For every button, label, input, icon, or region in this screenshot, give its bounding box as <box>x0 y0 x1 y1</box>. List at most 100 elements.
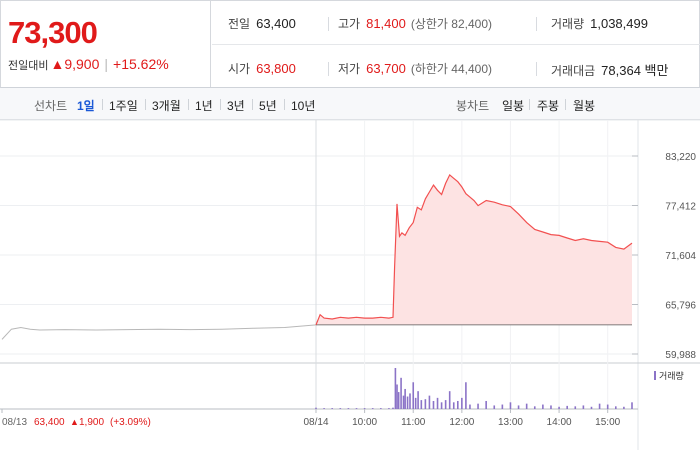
stat-divider <box>536 17 537 31</box>
x-tick-label: 10:00 <box>352 417 377 428</box>
stat-divider <box>328 17 329 31</box>
tab-divider <box>145 99 146 110</box>
volume-bar <box>461 397 463 409</box>
stat-high: 고가 81,400 (상한가 82,400) <box>338 15 492 32</box>
volume-legend-swatch <box>654 371 656 380</box>
volume-bar <box>347 408 350 409</box>
stat-open: 시가 63,800 <box>228 60 296 77</box>
volume-bar <box>412 382 415 409</box>
stats-grid: 전일 63,400 고가 81,400 (상한가 82,400) 거래량 1,038,4… <box>212 1 700 87</box>
stat-label: 거래대금 <box>551 64 596 78</box>
volume-bar <box>631 402 633 409</box>
volume-bar <box>428 395 431 409</box>
volume-bar <box>331 408 334 409</box>
volume-bar <box>414 397 417 409</box>
prev-day-info: 08/13 63,400 ▲ 1,900 (+3.09%) <box>2 417 151 428</box>
stat-label: 전일 <box>228 17 251 31</box>
tab-monthly-candle[interactable]: 월봉 <box>573 99 596 113</box>
stat-divider <box>328 62 329 76</box>
volume-bar <box>590 406 593 409</box>
tab-1y[interactable]: 1년 <box>195 99 213 113</box>
volume-bar <box>339 408 342 409</box>
change-divider: | <box>104 56 109 72</box>
volume-bar <box>477 403 479 409</box>
tab-daily-candle[interactable]: 일봉 <box>502 99 525 113</box>
upper-limit: (상한가 82,400) <box>410 17 493 31</box>
volume-bar <box>371 408 374 409</box>
volume-bar <box>485 400 487 409</box>
volume-bar <box>582 405 585 409</box>
tab-divider <box>565 99 566 110</box>
volume-bar <box>323 408 325 409</box>
volume-legend-label: 거래량 <box>659 370 684 381</box>
change-label: 전일대비 <box>8 60 49 72</box>
tab-1d[interactable]: 1일 <box>77 99 95 113</box>
stat-value: 81,400 <box>366 16 406 31</box>
tab-3m[interactable]: 3개월 <box>152 99 181 113</box>
volume-bar <box>363 408 366 409</box>
stat-divider <box>536 62 537 76</box>
tab-divider <box>188 99 189 110</box>
volume-bar <box>409 393 411 409</box>
tab-1w[interactable]: 1주일 <box>109 99 138 113</box>
volume-bar <box>614 406 617 409</box>
x-tick-label: 13:00 <box>498 417 523 428</box>
volume-bar <box>465 382 467 409</box>
tab-5y[interactable]: 5년 <box>259 99 277 113</box>
volume-bar <box>420 400 423 409</box>
volume-bar <box>315 407 317 409</box>
x-tick-label: 12:00 <box>449 417 474 428</box>
volume-bar <box>452 402 455 409</box>
stat-value: 78,364 백만 <box>601 63 669 78</box>
stat-value: 1,038,499 <box>590 16 648 31</box>
tab-divider <box>102 99 103 110</box>
prev-day-up-arrow-icon: ▲ <box>70 417 79 427</box>
volume-bar <box>402 395 405 409</box>
stat-volume: 거래량 1,038,499 <box>551 15 648 32</box>
tab-10y[interactable]: 10년 <box>291 99 316 113</box>
y-tick-label: 83,220 <box>665 152 696 163</box>
volume-bar <box>436 397 439 409</box>
stat-label: 거래량 <box>551 17 585 31</box>
volume-bar <box>469 404 471 409</box>
y-axis-ticks: 83,220 77,412 71,604 65,796 59,988 <box>665 152 696 361</box>
stat-value: 63,700 <box>366 61 406 76</box>
volume-bar <box>533 406 536 409</box>
volume-bar <box>417 391 419 409</box>
prev-day-change-percent: (+3.09%) <box>110 417 151 428</box>
prev-day-close: 63,400 <box>34 417 65 428</box>
tab-3y[interactable]: 3년 <box>227 99 245 113</box>
volume-bar <box>456 400 459 409</box>
volume-bar <box>509 402 512 409</box>
up-arrow-icon: ▲ <box>50 56 65 72</box>
stat-label: 고가 <box>338 17 361 31</box>
volume-bar <box>388 408 390 409</box>
today-price-area <box>316 174 632 325</box>
volume-bar <box>397 392 400 409</box>
volume-bar <box>404 388 406 409</box>
stat-low: 저가 63,700 (하한가 44,400) <box>338 60 492 77</box>
y-tick-label: 77,412 <box>665 202 696 213</box>
x-tick-label: 15:00 <box>595 417 620 428</box>
quote-summary-panel: 73,300 전일대비 ▲9,900 | +15.62% 전일 63,400 고가 81,… <box>0 0 700 88</box>
stat-trade-value: 거래대금 78,364 백만 <box>551 60 668 79</box>
volume-bar <box>623 406 625 409</box>
x-tick-label: 08/14 <box>303 417 328 428</box>
prev-day-change: 1,900 <box>79 417 104 428</box>
tab-weekly-candle[interactable]: 주봉 <box>537 99 560 113</box>
x-axis-ticks: 08/14 10:00 11:00 12:00 13:00 14:00 15:00 <box>303 417 620 428</box>
prev-day-date: 08/13 <box>2 417 27 428</box>
volume-bar <box>444 400 447 409</box>
volume-bar <box>400 377 402 409</box>
volume-bar <box>406 396 409 409</box>
volume-bar <box>550 405 552 409</box>
candle-chart-label: 봉차트 <box>456 99 490 113</box>
volume-bar <box>394 368 397 409</box>
stat-label: 시가 <box>228 62 251 76</box>
stat-value: 63,400 <box>256 16 296 31</box>
current-price: 73,300 <box>8 15 98 50</box>
volume-bar <box>574 406 577 409</box>
volume-bar <box>432 400 435 409</box>
prev-day-price-line <box>1 324 317 340</box>
change-row: 전일대비 ▲9,900 | +15.62% <box>8 56 169 73</box>
